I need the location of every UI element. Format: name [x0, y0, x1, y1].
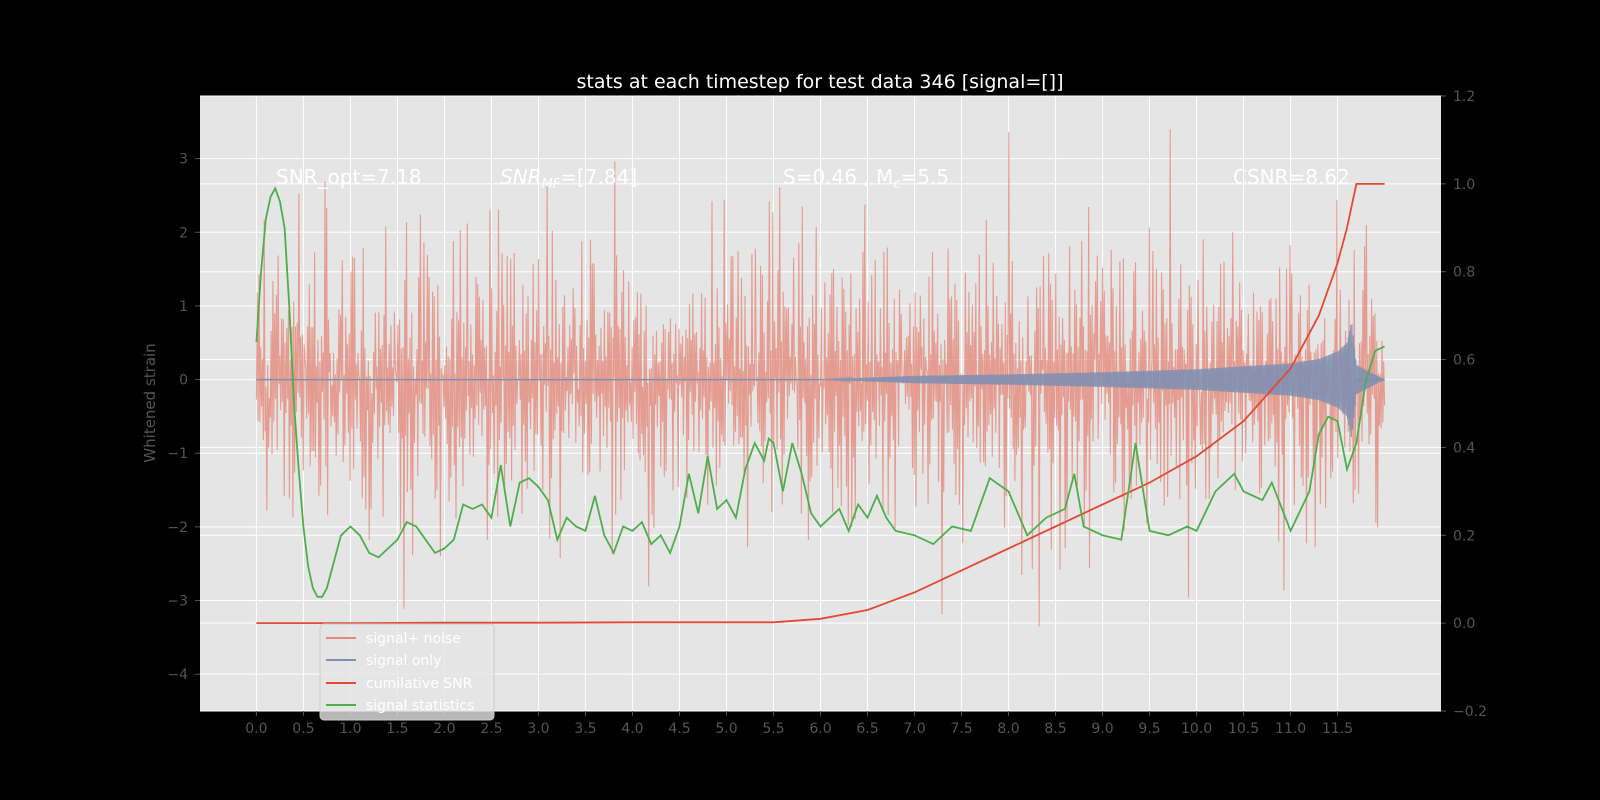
cumulative-snr-line [256, 183, 1385, 624]
x-tick-label: 2.0 [433, 721, 455, 737]
stat-series [255, 183, 1385, 624]
x-tick-label: 3.0 [527, 721, 549, 737]
x-tick-label: 9.5 [1138, 721, 1160, 737]
y-axis-left: 3 2 1 0 −1 −2 −3 −4 [167, 152, 200, 683]
x-tick-label: 7.0 [903, 721, 925, 737]
y-tick-label: −1 [167, 446, 188, 462]
legend: signal+ noise signal only cumilative SNR… [319, 623, 495, 721]
y-tick-label: 3 [179, 152, 188, 168]
x-axis: 0.0 0.5 1.0 1.5 2.0 2.5 3.0 3.5 4.0 4.5 5.0 5.5 6.0 6… [245, 711, 1353, 737]
signal-statistics-line [255, 186, 1385, 598]
x-tick-label: 11.5 [1322, 721, 1353, 737]
x-tick-label: 4.5 [668, 721, 690, 737]
x-tick-label: 0.5 [292, 721, 314, 737]
annotation-snr-opt: SNR_opt=7.18 [276, 165, 422, 189]
annotation-snr-mf: SNRMF=[7.84] [500, 165, 637, 192]
y-tick-label: 0 [179, 373, 188, 389]
y-tick-label: −3 [167, 594, 188, 610]
legend-label-signal: signal only [366, 653, 441, 669]
y-tick-label: 2 [179, 225, 188, 241]
x-tick-label: 10.5 [1228, 721, 1259, 737]
y2-tick-label: 1.2 [1453, 89, 1475, 105]
y-axis-label: Whitened strain [141, 343, 159, 462]
x-tick-label: 4.0 [621, 721, 643, 737]
x-tick-label: 6.0 [809, 721, 831, 737]
x-tick-label: 1.5 [386, 721, 408, 737]
signal-chirp-line [820, 323, 1385, 438]
y-tick-label: 1 [179, 299, 188, 315]
y-axis-right: 1.2 1.0 0.8 0.6 0.4 0.2 0.0 −0.2 [1441, 89, 1487, 720]
x-tick-label: 3.5 [574, 721, 596, 737]
x-tick-label: 9.0 [1091, 721, 1113, 737]
x-tick-label: 8.5 [1044, 721, 1066, 737]
x-tick-label: 5.0 [715, 721, 737, 737]
x-tick-label: 7.5 [950, 721, 972, 737]
x-tick-label: 1.0 [339, 721, 361, 737]
y2-tick-label: 0.2 [1453, 528, 1475, 544]
chart-title: stats at each timestep for test data 346… [576, 71, 1063, 93]
annotation-csnr: CSNR=8.62 [1233, 165, 1350, 189]
legend-label-stat: signal statistics [366, 698, 474, 714]
annotation-s-mc: S=0.46 , Mc=5.5 [783, 165, 949, 192]
x-tick-label: 11.0 [1275, 721, 1306, 737]
legend-label-csnr: cumilative SNR [366, 676, 473, 692]
y2-tick-label: 0.6 [1453, 353, 1475, 369]
legend-box [319, 623, 495, 721]
grid-left [200, 96, 1441, 711]
x-tick-label: 8.0 [997, 721, 1019, 737]
y2-tick-label: −0.2 [1453, 704, 1487, 720]
y2-tick-label: 0.8 [1453, 265, 1475, 281]
y2-tick-label: 0.4 [1453, 440, 1475, 456]
y-tick-label: −2 [167, 520, 188, 536]
x-tick-label: 2.5 [480, 721, 502, 737]
y2-tick-label: 1.0 [1453, 177, 1475, 193]
x-tick-label: 0.0 [245, 721, 267, 737]
x-tick-label: 10.0 [1181, 721, 1212, 737]
y-tick-label: −4 [167, 667, 188, 683]
y2-tick-label: 0.0 [1453, 616, 1475, 632]
signal-series [256, 323, 1385, 438]
x-tick-label: 6.5 [856, 721, 878, 737]
legend-label-noise: signal+ noise [366, 631, 461, 647]
x-tick-label: 5.5 [762, 721, 784, 737]
